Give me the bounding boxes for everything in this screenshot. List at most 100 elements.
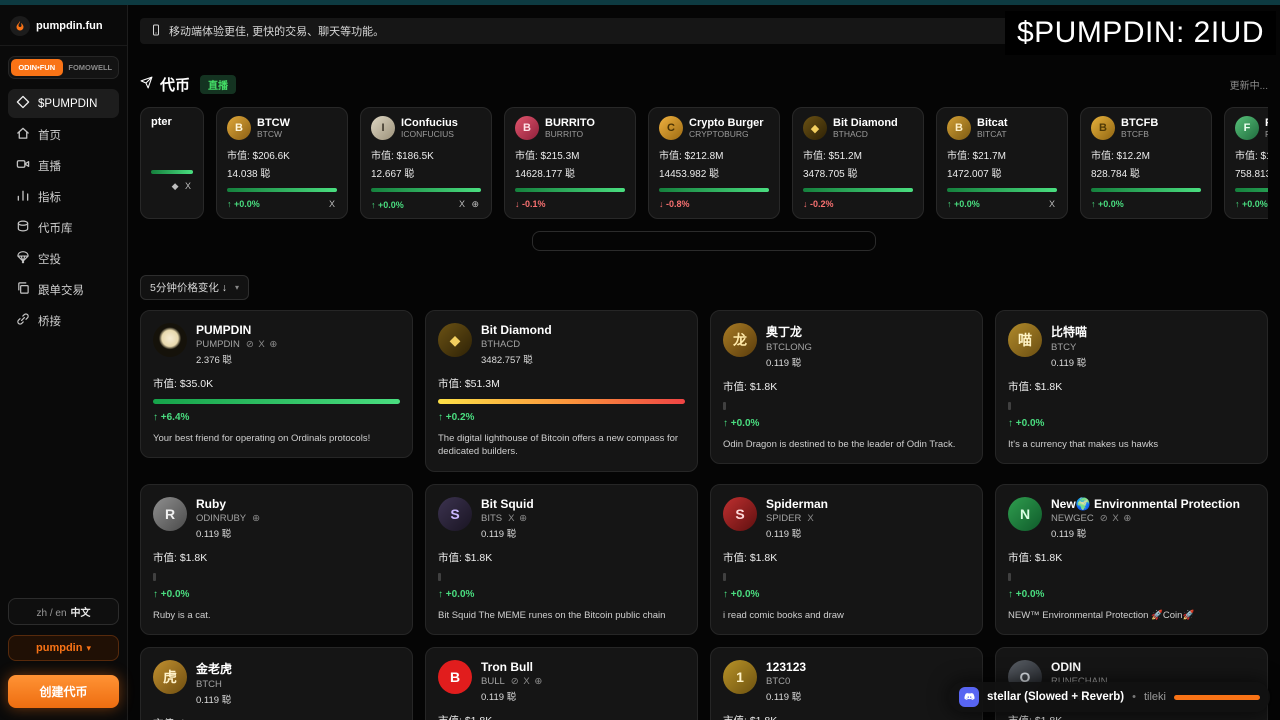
sort-select[interactable]: 5分钟价格变化 ↓ ▾ xyxy=(140,275,250,300)
token-ticker: BTCLONG xyxy=(766,342,812,353)
token-card[interactable]: 虎 金老虎 BTCH 0.119 聪 市值: $1.8K xyxy=(140,646,413,720)
sidebar-item-indicators[interactable]: 指标 xyxy=(8,182,119,211)
token-card[interactable]: 喵 比特喵 BTCY 0.119 聪 市值: $1.8K xyxy=(995,310,1268,465)
token-card[interactable]: ◆ Bit Diamond BTHACD 市值: $51.2M 3478.705… xyxy=(792,107,924,219)
tab-fomowell[interactable]: FOMOWELL xyxy=(68,63,113,72)
token-ticker: SPIDER xyxy=(766,512,802,524)
token-name: Bit Diamond xyxy=(481,323,552,337)
token-card[interactable]: S Spiderman SPIDER X 0.119 聪 市值: $1.8K xyxy=(710,483,983,635)
progress-bar xyxy=(1008,402,1011,410)
playback-progress-bar[interactable] xyxy=(1174,694,1260,700)
token-amount: 14453.982 聪 xyxy=(659,169,720,180)
sidebar-item-copy-trading[interactable]: 跟单交易 xyxy=(8,275,119,304)
token-card[interactable]: 1 123123 BTC0 0.119 聪 市值: $1.8K xyxy=(710,646,983,720)
price-change: ↓ -0.8% xyxy=(659,199,690,209)
brand-name: pumpdin.fun xyxy=(36,20,103,32)
token-badges[interactable]: ⊘ X ⊕ xyxy=(510,675,544,687)
live-badge: 直播 xyxy=(200,75,237,94)
chevron-down-icon: ▾ xyxy=(86,643,91,653)
token-card[interactable]: F FOMO FO 市值: $1.5M 758.813 聪 ↑ +0.0% xyxy=(1224,107,1268,219)
progress-bar xyxy=(1008,572,1011,581)
token-card[interactable]: B BURRITO BURRITO 市值: $215.3M 14628.177 … xyxy=(504,107,636,219)
main-content: 移动端体验更佳, 更快的交易、聊天等功能。 $PUMPDIN: 2IUD 代币 … xyxy=(128,5,1280,720)
token-name: 123123 xyxy=(766,659,807,674)
progress-bar xyxy=(371,188,481,192)
tab-odinfun[interactable]: ODIN•FUN xyxy=(11,59,63,76)
progress-bar xyxy=(723,572,726,581)
token-avatar: 龙 xyxy=(723,323,757,357)
token-avatar: 1 xyxy=(723,659,757,694)
empty-panel xyxy=(532,231,876,251)
token-card[interactable]: B Tron Bull BULL ⊘ X ⊕ 0.119 聪 市值: $1.8K xyxy=(425,646,698,720)
token-badges[interactable]: X ⊕ xyxy=(508,512,529,524)
token-card[interactable]: C Crypto Burger CRYPTOBURG 市值: $212.8M 1… xyxy=(648,107,780,219)
token-card[interactable]: ◆ Bit Diamond BTHACD 3482.757 聪 市值: $51.… xyxy=(425,310,698,472)
social-icons[interactable]: X xyxy=(328,199,337,209)
social-icons[interactable]: X ⊕ xyxy=(458,199,481,209)
token-avatar: 喵 xyxy=(1008,323,1042,357)
token-avatar xyxy=(153,323,187,357)
token-avatar: B xyxy=(1091,116,1115,140)
language-switcher[interactable]: zh / en 中文 xyxy=(8,598,119,625)
progress-bar xyxy=(803,188,913,192)
platform-switcher: ODIN•FUN FOMOWELL xyxy=(8,56,119,79)
token-card[interactable]: PUMPDIN PUMPDIN ⊘ X ⊕ 2.376 聪 市值: $35.0K… xyxy=(140,310,413,459)
token-name: Spiderman xyxy=(766,496,829,511)
sidebar-item-live[interactable]: 直播 xyxy=(8,151,119,180)
token-card[interactable]: R Ruby ODINRUBY ⊕ 0.119 聪 市值: $1.8K xyxy=(140,483,413,635)
section-title: 代币 xyxy=(160,77,191,94)
market-cap: 市值: $1.8K xyxy=(723,381,778,393)
brand[interactable]: pumpdin.fun xyxy=(0,5,127,46)
price-change: ↑ +0.0% xyxy=(723,418,760,429)
sidebar-item-home[interactable]: 首页 xyxy=(8,120,119,149)
token-description: Bit Squid The MEME runes on the Bitcoin … xyxy=(438,609,666,621)
sidebar-item-token-library[interactable]: 代币库 xyxy=(8,213,119,242)
token-card[interactable]: 龙 奥丁龙 BTCLONG 0.119 聪 市值: $1.8K xyxy=(710,310,983,465)
token-avatar: S xyxy=(723,496,757,531)
token-badges[interactable]: X xyxy=(807,512,815,524)
token-card[interactable]: I IConfucius ICONFUCIUS 市值: $186.5K 12.6… xyxy=(360,107,492,219)
token-badges[interactable]: ⊕ xyxy=(252,512,262,524)
token-ticker: BTHACD xyxy=(833,129,868,139)
coins-icon xyxy=(16,219,30,236)
token-amount: 3478.705 聪 xyxy=(803,169,858,180)
token-badges[interactable]: ⊘ X ⊕ xyxy=(1099,512,1133,524)
token-card[interactable]: S Bit Squid BITS X ⊕ 0.119 聪 市值: $1.8K xyxy=(425,483,698,635)
token-amount: 0.119 聪 xyxy=(481,691,517,703)
token-card[interactable]: N New🌍 Environmental Protection NEWGEC ⊘… xyxy=(995,483,1268,635)
social-icons[interactable]: X xyxy=(1048,199,1057,209)
progress-bar xyxy=(659,188,769,192)
price-change: ↑ +0.0% xyxy=(438,588,475,600)
token-amount: 0.119 聪 xyxy=(196,694,232,706)
token-description: Your best friend for operating on Ordina… xyxy=(153,433,371,444)
token-avatar: B xyxy=(947,116,971,140)
create-token-button[interactable]: 创建代币 xyxy=(8,675,119,708)
social-icons[interactable]: ◆ X xyxy=(171,181,193,191)
token-badges[interactable]: ⊘ X ⊕ xyxy=(245,339,279,350)
wallet-button[interactable]: pumpdin ▾ xyxy=(8,635,119,661)
sort-row: 5分钟价格变化 ↓ ▾ xyxy=(140,275,1268,300)
market-cap: 市值: $35.0K xyxy=(153,378,214,390)
token-avatar: ◆ xyxy=(803,116,827,140)
token-name: BTCW xyxy=(257,117,290,129)
token-card-partial[interactable]: pter ◆ X xyxy=(140,107,204,219)
token-name: 金老虎 xyxy=(196,661,233,676)
token-avatar: B xyxy=(438,659,472,694)
token-ticker: BULL xyxy=(481,675,505,687)
price-change: ↑ +0.0% xyxy=(723,588,760,600)
music-player[interactable]: stellar (Slowed + Reverb) • tileki xyxy=(949,682,1270,712)
sidebar-item-pumpdin[interactable]: $PUMPDIN xyxy=(8,89,119,118)
token-card[interactable]: B BTCW BTCW 市值: $206.6K 14.038 聪 ↑ +0.0%… xyxy=(216,107,348,219)
token-avatar: B xyxy=(227,116,251,140)
token-card[interactable]: B BTCFB BTCFB 市值: $12.2M 828.784 聪 ↑ +0.… xyxy=(1080,107,1212,219)
token-description: i read comic books and draw xyxy=(723,609,844,621)
sidebar-item-airdrop[interactable]: 空投 xyxy=(8,244,119,273)
price-change: ↑ +0.0% xyxy=(153,588,190,600)
token-ticker: BTCFB xyxy=(1121,129,1149,139)
price-change: ↑ +0.2% xyxy=(438,412,475,423)
sidebar-item-bridge[interactable]: 桥接 xyxy=(8,306,119,335)
token-card[interactable]: B Bitcat BITCAT 市值: $21.7M 1472.007 聪 ↑ … xyxy=(936,107,1068,219)
price-change: ↑ +6.4% xyxy=(153,412,190,423)
market-cap: 市值: $1.8K xyxy=(723,713,970,720)
token-avatar: 虎 xyxy=(153,659,187,694)
